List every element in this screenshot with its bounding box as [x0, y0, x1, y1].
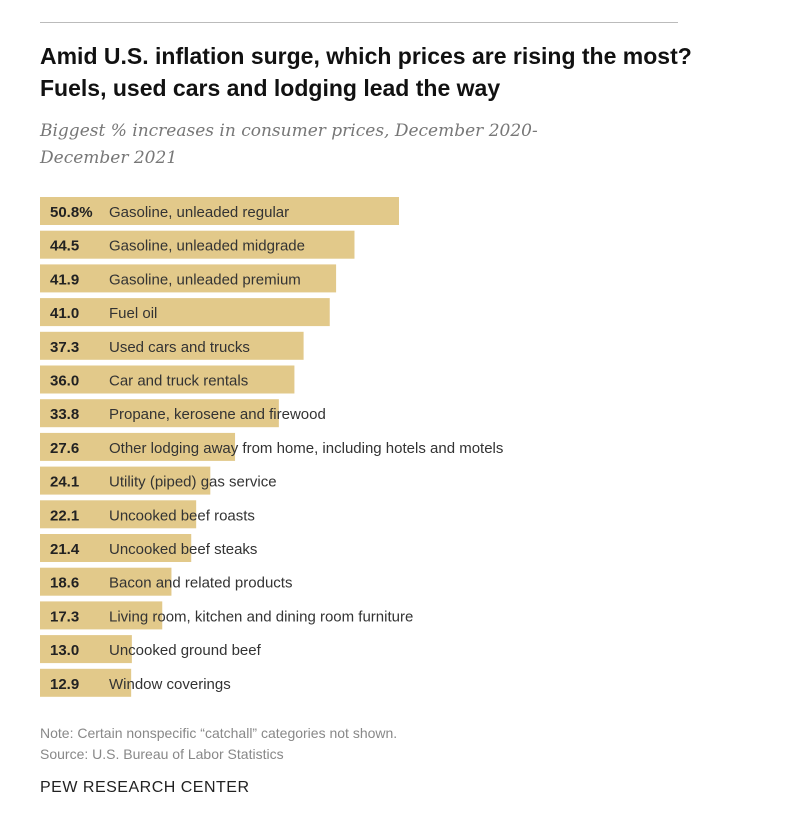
bar — [40, 230, 355, 259]
category-label: Gasoline, unleaded midgrade — [109, 238, 305, 255]
bar — [40, 601, 163, 630]
category-label: Gasoline, unleaded premium — [109, 271, 301, 288]
value-label: 27.6 — [50, 440, 79, 457]
category-label: Bacon and related products — [109, 575, 292, 592]
category-label: Used cars and trucks — [109, 339, 250, 356]
bar — [40, 197, 399, 225]
bar — [40, 668, 132, 697]
bar — [40, 432, 236, 461]
note-text: Note: Certain nonspecific “catchall” cat… — [40, 725, 398, 741]
bar — [40, 264, 337, 293]
value-label: 37.3 — [50, 339, 79, 356]
category-label: Utility (piped) gas service — [109, 474, 277, 491]
category-label: Gasoline, unleaded regular — [109, 204, 289, 221]
value-label: 41.9 — [50, 271, 79, 288]
category-label: Fuel oil — [109, 305, 157, 322]
category-label: Other lodging away from home, including … — [109, 440, 503, 457]
value-label: 17.3 — [50, 608, 79, 625]
bar — [40, 298, 330, 327]
bar — [40, 466, 211, 495]
bar — [40, 399, 279, 428]
value-label: 50.8% — [50, 204, 93, 221]
chart-subtitle: Biggest % increases in consumer prices, … — [40, 121, 538, 168]
value-label: 41.0 — [50, 305, 79, 322]
value-label: 24.1 — [50, 474, 79, 491]
bar — [40, 567, 172, 596]
value-label: 22.1 — [50, 507, 79, 524]
brand-logo-text: PEW RESEARCH CENTER — [40, 779, 250, 796]
value-label: 18.6 — [50, 575, 79, 592]
category-label: Uncooked beef roasts — [109, 507, 255, 524]
value-label: 36.0 — [50, 373, 79, 390]
value-label: 13.0 — [50, 642, 79, 659]
category-label: Car and truck rentals — [109, 373, 248, 390]
value-label: 21.4 — [50, 541, 80, 558]
notes: Note: Certain nonspecific “catchall” cat… — [40, 723, 397, 765]
value-label: 33.8 — [50, 406, 79, 423]
source-text: Source: U.S. Bureau of Labor Statistics — [40, 746, 284, 762]
bar — [40, 365, 295, 394]
top-rule — [40, 22, 678, 23]
category-label: Uncooked beef steaks — [109, 541, 257, 558]
bar — [40, 500, 197, 529]
bar — [40, 534, 192, 562]
chart-title: Amid U.S. inflation surge, which prices … — [40, 43, 692, 101]
category-label: Living room, kitchen and dining room fur… — [109, 608, 413, 625]
category-label: Propane, kerosene and firewood — [109, 406, 326, 423]
bar — [40, 635, 132, 664]
bar — [40, 331, 304, 360]
value-label: 12.9 — [50, 676, 79, 693]
category-label: Window coverings — [109, 676, 231, 693]
value-label: 44.5 — [50, 238, 79, 255]
category-label: Uncooked ground beef — [109, 642, 262, 659]
